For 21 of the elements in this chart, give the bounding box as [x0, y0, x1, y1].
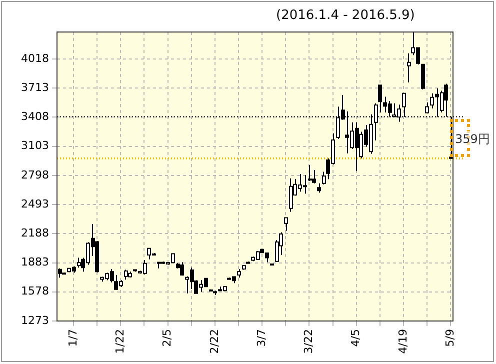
x-tick-label: 3/7 [254, 329, 268, 347]
y-tick-label: 2798 [21, 168, 49, 182]
x-tick-label: 1/7 [66, 329, 80, 347]
y-tick-label: 3408 [21, 110, 49, 124]
y-tick-label: 4018 [21, 52, 49, 65]
x-tick-label: 1/22 [114, 329, 126, 354]
x-tick-label: 2/22 [208, 329, 221, 354]
y-tick-label: 1883 [21, 256, 49, 269]
x-tick-label: 3/22 [302, 329, 316, 354]
y-tick-label: 2493 [21, 197, 49, 210]
text: 359円 [455, 131, 490, 148]
y-tick-label: 3713 [21, 80, 49, 94]
y-tick-label: 2188 [21, 226, 49, 240]
y-tick-label: 1273 [21, 314, 49, 327]
x-tick-label: 2/5 [160, 329, 174, 347]
y-tick-label: 3103 [21, 139, 49, 152]
x-tick-label: 4/5 [349, 329, 362, 347]
y-tick-label: 1578 [21, 284, 49, 298]
x-tick-label: 4/19 [396, 329, 410, 354]
chart-title: (2016.1.4 - 2016.5.9) [276, 8, 415, 23]
x-tick-label: 5/9 [444, 329, 456, 347]
